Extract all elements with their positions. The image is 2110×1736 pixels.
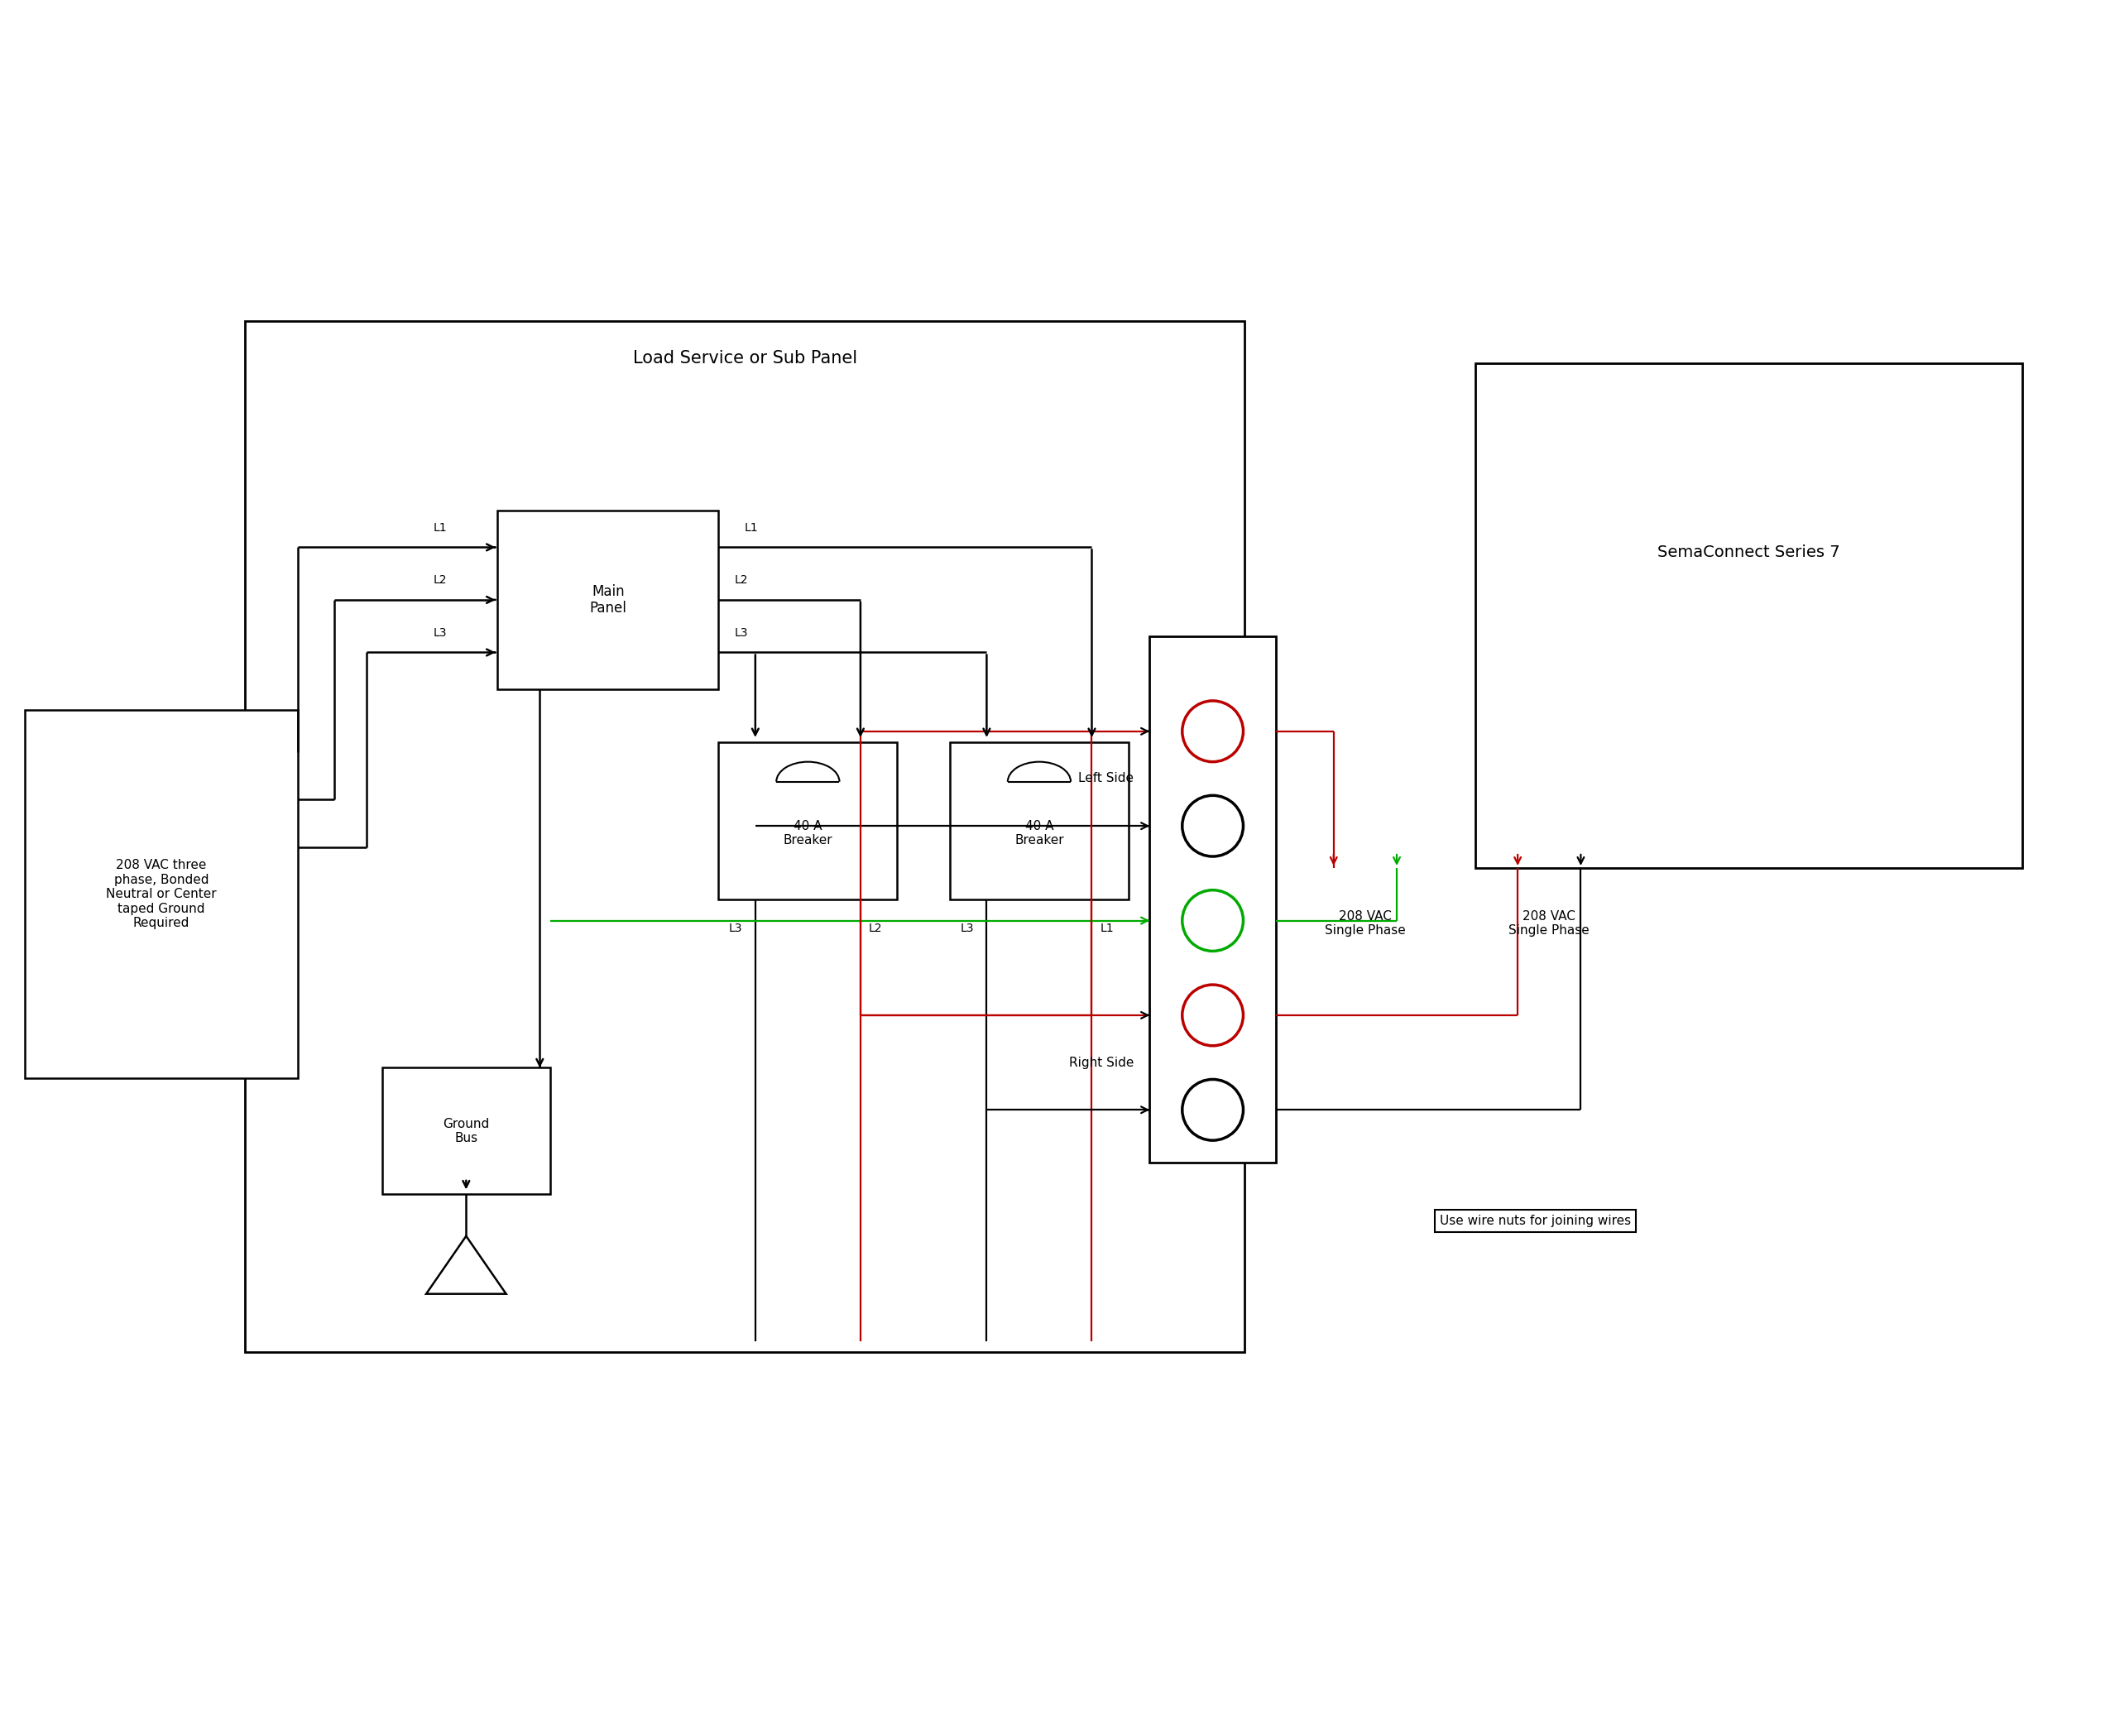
Bar xyxy=(382,1068,551,1194)
Text: Use wire nuts for joining wires: Use wire nuts for joining wires xyxy=(1439,1215,1631,1227)
Bar xyxy=(1150,637,1277,1163)
Circle shape xyxy=(1182,891,1243,951)
Text: 208 VAC three
phase, Bonded
Neutral or Center
taped Ground
Required: 208 VAC three phase, Bonded Neutral or C… xyxy=(106,859,217,929)
Text: 208 VAC
Single Phase: 208 VAC Single Phase xyxy=(1325,910,1405,937)
Text: Right Side: Right Side xyxy=(1070,1055,1133,1069)
Text: 40 A
Breaker: 40 A Breaker xyxy=(783,819,833,847)
Circle shape xyxy=(1182,795,1243,856)
Text: SemaConnect Series 7: SemaConnect Series 7 xyxy=(1658,545,1840,561)
Text: L2: L2 xyxy=(433,575,447,587)
Text: L3: L3 xyxy=(433,627,447,639)
Bar xyxy=(720,741,897,899)
Circle shape xyxy=(1182,701,1243,762)
Text: L1: L1 xyxy=(433,523,447,533)
Circle shape xyxy=(1182,984,1243,1045)
Text: L3: L3 xyxy=(734,627,747,639)
Text: L1: L1 xyxy=(1099,922,1114,934)
Text: L2: L2 xyxy=(734,575,747,587)
Bar xyxy=(949,741,1129,899)
Text: Left Side: Left Side xyxy=(1078,773,1133,785)
Text: L1: L1 xyxy=(745,523,760,533)
Text: 208 VAC
Single Phase: 208 VAC Single Phase xyxy=(1509,910,1589,937)
Circle shape xyxy=(1182,1080,1243,1141)
Bar xyxy=(25,710,298,1078)
Text: Load Service or Sub Panel: Load Service or Sub Panel xyxy=(633,349,857,366)
Text: L2: L2 xyxy=(869,922,882,934)
Text: 40 A
Breaker: 40 A Breaker xyxy=(1015,819,1063,847)
Text: Main
Panel: Main Panel xyxy=(589,583,627,616)
Text: Ground
Bus: Ground Bus xyxy=(443,1118,490,1144)
Bar xyxy=(1475,363,2021,868)
Text: L3: L3 xyxy=(960,922,975,934)
Bar xyxy=(245,321,1245,1352)
Text: L3: L3 xyxy=(730,922,743,934)
Bar xyxy=(498,510,720,689)
